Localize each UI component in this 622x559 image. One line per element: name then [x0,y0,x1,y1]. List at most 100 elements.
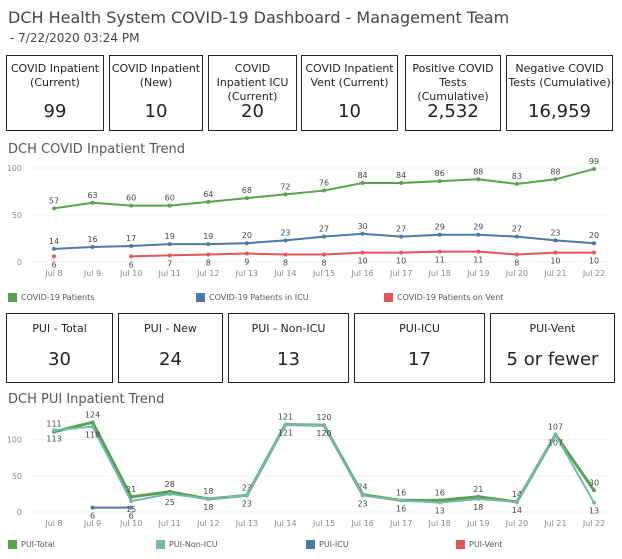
data-label: 10 [357,257,367,266]
data-label: 11 [435,256,445,265]
data-point [592,241,596,246]
y-tick-label: 0 [17,258,22,267]
kpi-card: Negative COVID Tests (Cumulative) 16,959 [506,55,613,131]
data-point [592,250,596,255]
kpi-card: PUI - New 24 [118,313,223,383]
y-tick-label: 50 [12,472,22,481]
x-tick-label: Jul 10 [119,269,142,278]
data-label: 64 [203,190,213,199]
data-point [360,493,365,498]
data-point [514,234,519,239]
kpi-value: 2,532 [427,101,479,122]
data-label: 6 [90,512,95,521]
data-label: 21 [473,485,483,494]
data-point [399,250,404,255]
x-tick-label: Jul 17 [389,519,412,528]
data-label: 16 [396,504,406,513]
data-point [553,432,558,437]
data-point [129,254,134,259]
data-label: 72 [280,182,290,191]
data-label: 121 [278,413,293,422]
data-label: 14 [49,237,59,246]
legend-label: COVID-19 Patients on Vent [397,293,504,302]
data-point [206,242,211,247]
data-point [437,232,442,237]
data-point [399,498,404,503]
x-tick-label: Jul 12 [196,269,219,278]
data-point [167,203,172,208]
legend-label: PUI-Non-ICU [169,540,218,549]
data-point [360,181,365,186]
kpi-card: COVID Inpatient Vent (Current) 10 [301,55,398,131]
data-point [283,422,288,427]
data-point [90,420,95,425]
data-label: 24 [357,483,367,492]
kpi-value: 13 [277,349,300,370]
data-label: 29 [473,223,483,232]
data-label: 120 [316,429,331,438]
data-point [553,177,558,182]
x-tick-label: Jul 18 [428,519,451,528]
data-point [322,423,326,428]
data-point [90,244,95,249]
legend-swatch [196,293,205,302]
data-point [129,499,134,504]
data-point [129,203,134,208]
data-point [553,250,558,255]
data-label: 99 [589,158,599,166]
data-label: 8 [321,258,326,267]
kpi-card: COVID Inpatient (New) 10 [109,55,203,131]
legend-item: COVID-19 Patients in ICU [196,293,309,302]
x-tick-label: Jul 17 [389,269,412,278]
data-point [206,252,211,257]
kpi-card: Positive COVID Tests (Cumulative) 2,532 [405,55,501,131]
kpi-label: COVID Inpatient Vent (Current) [305,62,394,89]
kpi-label: COVID Inpatient (Current) [10,62,100,89]
data-label: 8 [514,258,519,267]
data-point [514,252,519,257]
data-label: 107 [548,439,563,448]
data-label: 13 [435,507,445,516]
x-tick-label: Jul 19 [466,269,489,278]
x-tick-label: Jul 13 [235,519,258,528]
kpi-value: 10 [144,101,168,122]
data-label: 84 [396,171,406,180]
data-label: 9 [244,258,249,267]
legend-item: COVID-19 Patients on Vent [384,293,503,302]
legend-item: COVID-19 Patients [8,293,94,302]
data-point [244,196,249,201]
data-point [592,500,596,505]
data-point [90,200,95,205]
data-point [476,249,481,254]
x-tick-label: Jul 20 [505,269,528,278]
x-tick-label: Jul 8 [44,519,62,528]
data-label: 84 [357,171,367,180]
data-label: 19 [165,232,175,241]
data-point [244,493,249,498]
y-tick-label: 50 [12,211,22,220]
data-label: 68 [242,186,252,195]
data-label: 14 [512,490,522,499]
legend-item: PUI-ICU [306,540,349,549]
legend-label: COVID-19 Patients [21,293,95,302]
legend-swatch [8,540,17,549]
x-tick-label: Jul 15 [312,269,335,278]
x-tick-label: Jul 21 [543,519,566,528]
data-point [244,251,249,256]
data-point [167,253,172,258]
data-label: 23 [242,499,252,508]
data-label: 11 [473,256,483,265]
x-tick-label: Jul 13 [235,269,258,278]
data-label: 19 [203,232,213,241]
data-label: 10 [396,257,406,266]
x-tick-label: Jul 9 [83,269,101,278]
data-label: 6 [51,260,56,269]
data-label: 29 [435,223,445,232]
chart-title-pui: DCH PUI Inpatient Trend [8,392,165,407]
kpi-card: COVID Inpatient ICU (Current) 20 [208,55,297,131]
x-tick-label: Jul 21 [543,269,566,278]
data-point [206,199,211,204]
data-label: 14 [512,506,522,515]
data-label: 6 [129,512,134,521]
data-label: 16 [87,235,97,244]
